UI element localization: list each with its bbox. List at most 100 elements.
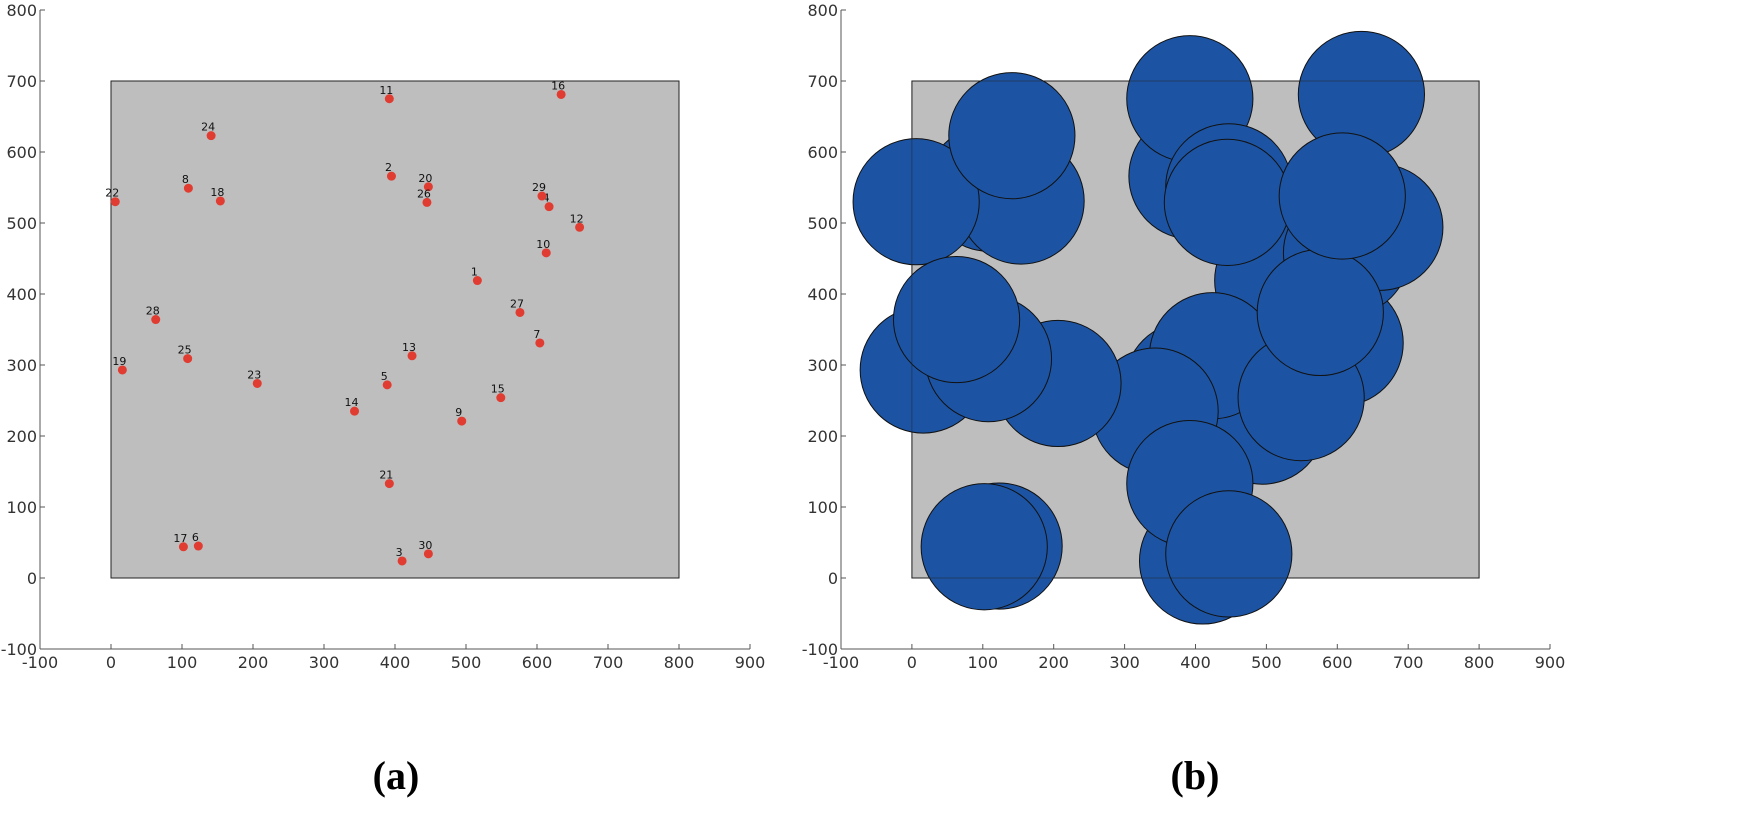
x-tick-label: 600 xyxy=(522,653,553,672)
point-label-13: 13 xyxy=(402,341,416,354)
point-7 xyxy=(535,338,545,348)
x-tick-label: 900 xyxy=(1535,653,1566,672)
point-label-1: 1 xyxy=(471,266,478,279)
point-29 xyxy=(537,191,547,201)
point-15 xyxy=(496,393,506,403)
point-22 xyxy=(110,197,120,207)
y-tick-label: 200 xyxy=(6,427,37,446)
point-label-30: 30 xyxy=(418,539,432,552)
point-12 xyxy=(575,222,585,232)
x-tick-label: 300 xyxy=(309,653,340,672)
point-label-14: 14 xyxy=(345,396,359,409)
y-tick-label: 700 xyxy=(807,72,838,91)
y-tick-label: -100 xyxy=(1,640,37,659)
panel-b-circle-coverage-plot: -100 0 100 200 300 400 500 600 700 800 900 -100 0 100… xyxy=(802,1,1566,672)
y-tick-label: 600 xyxy=(807,143,838,162)
region-outline xyxy=(911,80,1480,579)
x-tick-label: 100 xyxy=(968,653,999,672)
point-label-24: 24 xyxy=(201,121,215,134)
x-tick-label: -100 xyxy=(22,653,58,672)
x-tick-label: 500 xyxy=(451,653,482,672)
point-30 xyxy=(423,549,433,559)
point-24 xyxy=(206,131,216,141)
point-label-5: 5 xyxy=(381,370,388,383)
point-21 xyxy=(384,479,394,489)
point-13 xyxy=(407,351,417,361)
point-label-3: 3 xyxy=(396,546,403,559)
x-tick-label: 0 xyxy=(907,653,917,672)
x-tick-label: 700 xyxy=(1393,653,1424,672)
point-20 xyxy=(423,182,433,192)
point-label-16: 16 xyxy=(551,79,565,92)
y-tick-label: 300 xyxy=(807,356,838,375)
point-1 xyxy=(472,276,482,286)
point-label-25: 25 xyxy=(178,344,192,357)
coverage-circle-30 xyxy=(1165,490,1293,618)
point-9 xyxy=(457,416,467,426)
region-rectangle xyxy=(110,80,680,579)
y-tick-label: 100 xyxy=(6,498,37,517)
point-label-2: 2 xyxy=(385,161,392,174)
data-points: 1234567891011121314151617181920212223242… xyxy=(105,79,585,566)
coverage-circle-17 xyxy=(920,483,1048,611)
panel-a-scatter-plot: 1234567891011121314151617181920212223242… xyxy=(1,1,766,672)
x-tick-label: 400 xyxy=(1180,653,1211,672)
point-label-19: 19 xyxy=(112,355,126,368)
y-tick-label: 500 xyxy=(6,214,37,233)
point-label-8: 8 xyxy=(182,173,189,186)
coverage-circles xyxy=(852,30,1444,625)
point-label-29: 29 xyxy=(532,181,546,194)
y-tick-label: 400 xyxy=(807,285,838,304)
x-tick-label: 700 xyxy=(593,653,624,672)
y-tick-label: 700 xyxy=(6,72,37,91)
point-label-28: 28 xyxy=(146,305,160,318)
y-tick-label: 0 xyxy=(828,569,838,588)
point-label-21: 21 xyxy=(379,469,393,482)
y-tick-label: 500 xyxy=(807,214,838,233)
x-tick-label: 100 xyxy=(167,653,198,672)
x-tick-label: 800 xyxy=(1464,653,1495,672)
y-tick-label: 200 xyxy=(807,427,838,446)
y-tick-label: 600 xyxy=(6,143,37,162)
y-tick-label: 800 xyxy=(807,1,838,20)
point-label-23: 23 xyxy=(247,368,261,381)
x-tick-label: 0 xyxy=(106,653,116,672)
x-tick-label: -100 xyxy=(823,653,859,672)
y-tick-label: -100 xyxy=(802,640,838,659)
coverage-circle-26 xyxy=(1163,138,1292,267)
panel-b-caption: (b) xyxy=(1171,753,1220,798)
point-10 xyxy=(541,248,551,258)
point-8 xyxy=(183,183,193,193)
point-label-6: 6 xyxy=(192,531,199,544)
x-tick-label: 200 xyxy=(238,653,269,672)
point-17 xyxy=(178,542,188,552)
point-label-9: 9 xyxy=(455,406,462,419)
y-tick-label: 400 xyxy=(6,285,37,304)
point-label-18: 18 xyxy=(210,186,224,199)
point-3 xyxy=(397,556,407,566)
y-tick-label: 100 xyxy=(807,498,838,517)
point-18 xyxy=(215,196,225,206)
x-tick-label: 800 xyxy=(664,653,695,672)
x-tick-label: 400 xyxy=(380,653,411,672)
point-label-4: 4 xyxy=(543,192,550,205)
y-tick-label: 800 xyxy=(6,1,37,20)
point-11 xyxy=(384,94,394,104)
point-label-15: 15 xyxy=(491,383,505,396)
point-label-12: 12 xyxy=(570,212,584,225)
point-26 xyxy=(422,197,432,207)
point-4 xyxy=(544,202,554,212)
coverage-circle-27 xyxy=(1256,248,1384,377)
x-tick-label: 900 xyxy=(735,653,766,672)
point-25 xyxy=(183,354,193,364)
point-27 xyxy=(515,307,525,317)
point-label-22: 22 xyxy=(105,187,119,200)
point-28 xyxy=(151,315,161,325)
point-label-7: 7 xyxy=(533,328,540,341)
y-tick-label: 0 xyxy=(27,569,37,588)
x-tick-label: 300 xyxy=(1109,653,1140,672)
coverage-circle-28 xyxy=(892,255,1021,384)
x-tick-label: 200 xyxy=(1038,653,1069,672)
point-6 xyxy=(193,541,203,551)
